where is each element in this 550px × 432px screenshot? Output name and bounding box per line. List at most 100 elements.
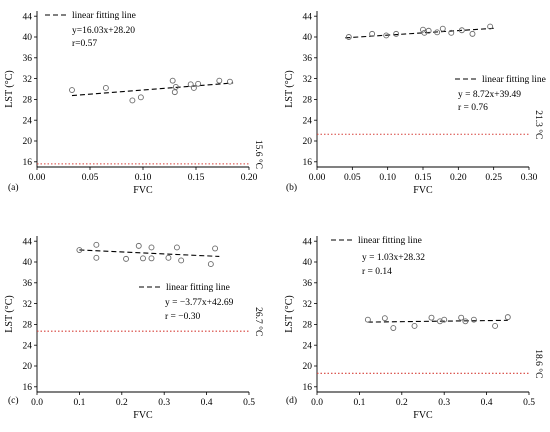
fit-equation: y=16.03x+28.20 — [72, 26, 135, 36]
data-point — [458, 27, 465, 34]
chart-panel-b: 16 20 24 28 32 36 40 44 0.00 0.05 0.10 0.15 0.20 0.25… — [284, 11, 546, 196]
data-point — [381, 315, 388, 322]
x-tick-label: 0.20 — [241, 173, 258, 183]
fit-r-value: r = −0.30 — [165, 312, 201, 322]
y-tick-label: 44 — [303, 12, 313, 22]
x-tick-label: 0.25 — [485, 173, 502, 183]
data-point — [123, 255, 129, 262]
x-tick-label: 0.0 — [31, 398, 43, 408]
x-tick-label: 0.3 — [158, 398, 170, 408]
y-tick-label: 28 — [303, 321, 313, 331]
y-tick-label: 32 — [23, 75, 33, 85]
data-point — [434, 29, 441, 36]
y-tick-label: 44 — [23, 237, 33, 247]
y-tick-label: 16 — [303, 383, 313, 393]
x-tick-label: 0.4 — [201, 398, 213, 408]
panel-label: (c) — [8, 395, 19, 406]
fit-equation: y = −3.77x+42.69 — [165, 298, 234, 308]
data-point — [504, 314, 511, 321]
x-axis-title: FVC — [413, 185, 433, 196]
data-point — [76, 247, 83, 253]
y-axis-title: LST (°C) — [284, 295, 295, 332]
data-point — [69, 87, 75, 93]
y-tick-label: 28 — [23, 321, 33, 331]
x-tick-label: 0.15 — [415, 173, 432, 183]
y-tick-label: 24 — [23, 116, 33, 126]
x-axis-title: FVC — [133, 185, 153, 196]
chart-panel-c: 16 20 24 28 32 36 40 44 0.0 0.1 0.2 0.3 0.4 0.5 FVC LST… — [4, 236, 264, 421]
data-point — [171, 89, 178, 96]
data-point — [369, 30, 376, 37]
x-tick-label: 0.2 — [116, 398, 128, 408]
chart-panel-d: 16 20 24 28 32 36 40 44 0.0 0.1 0.2 0.3 0.4 0.5 FVC LST… — [284, 235, 544, 421]
y-tick-label: 28 — [23, 96, 33, 106]
reference-label: 15.6 °C — [253, 140, 264, 169]
data-point — [425, 27, 432, 34]
x-tick-label: 0.05 — [82, 173, 99, 183]
data-point — [390, 325, 397, 331]
y-axis-title: LST (°C) — [284, 70, 295, 107]
data-point — [383, 32, 390, 39]
fit-line — [71, 82, 234, 97]
data-point — [190, 85, 197, 91]
data-point — [165, 254, 172, 261]
legend-label: linear fitting line — [358, 235, 422, 246]
fit-line — [79, 249, 220, 257]
data-point — [364, 316, 371, 323]
x-tick-label: 0.5 — [523, 398, 535, 408]
x-axis-title: FVC — [413, 410, 433, 421]
fit-r-value: r=0.57 — [72, 39, 97, 49]
x-tick-label: 0.00 — [309, 173, 326, 183]
y-tick-label: 28 — [303, 96, 313, 106]
data-point — [393, 30, 400, 37]
data-point — [172, 83, 179, 90]
data-point — [135, 242, 142, 249]
y-tick-label: 32 — [303, 75, 313, 85]
y-tick-label: 36 — [23, 279, 33, 289]
data-point — [102, 85, 109, 91]
legend-label: linear fitting line — [482, 74, 546, 85]
x-tick-label: 0.2 — [396, 398, 408, 408]
panel-label: (b) — [286, 182, 297, 193]
x-tick-label: 0.30 — [521, 173, 538, 183]
data-point — [226, 78, 233, 85]
y-tick-label: 40 — [23, 33, 33, 43]
y-tick-label: 16 — [23, 383, 33, 393]
reference-label: 26.7 °C — [253, 307, 264, 336]
data-point — [492, 323, 499, 329]
y-tick-label: 36 — [303, 279, 313, 289]
x-tick-label: 0.20 — [450, 173, 467, 183]
data-point — [187, 81, 194, 88]
y-tick-label: 24 — [303, 116, 313, 126]
data-point — [93, 254, 100, 261]
legend-label: linear fitting line — [72, 10, 136, 21]
y-tick-label: 44 — [303, 237, 313, 247]
y-tick-label: 16 — [23, 158, 33, 168]
reference-label: 21.3 °C — [533, 110, 544, 139]
data-point — [411, 323, 418, 329]
data-point — [207, 261, 214, 268]
x-tick-label: 0.10 — [135, 173, 152, 183]
chart-panel-a: 16 20 24 28 32 36 40 44 0.00 0.05 0.10 0.15 0.20 FVC L… — [4, 10, 264, 196]
y-tick-label: 40 — [23, 258, 33, 268]
fit-line — [367, 319, 508, 323]
data-point — [178, 257, 185, 264]
y-tick-label: 40 — [303, 33, 313, 43]
x-tick-label: 0.10 — [379, 173, 396, 183]
x-tick-label: 0.4 — [481, 398, 493, 408]
data-point — [173, 244, 180, 251]
y-axis-title: LST (°C) — [4, 70, 15, 107]
x-tick-label: 0.1 — [73, 398, 85, 408]
x-tick-label: 0.3 — [438, 398, 450, 408]
x-tick-label: 0.1 — [353, 398, 365, 408]
legend-label: linear fitting line — [166, 282, 230, 293]
y-tick-label: 36 — [303, 54, 313, 64]
data-point — [428, 314, 435, 321]
data-point — [140, 255, 146, 262]
data-point — [169, 77, 176, 84]
y-tick-label: 32 — [23, 300, 33, 310]
y-tick-label: 44 — [23, 12, 33, 22]
data-point — [487, 23, 494, 30]
fit-line — [345, 27, 494, 39]
